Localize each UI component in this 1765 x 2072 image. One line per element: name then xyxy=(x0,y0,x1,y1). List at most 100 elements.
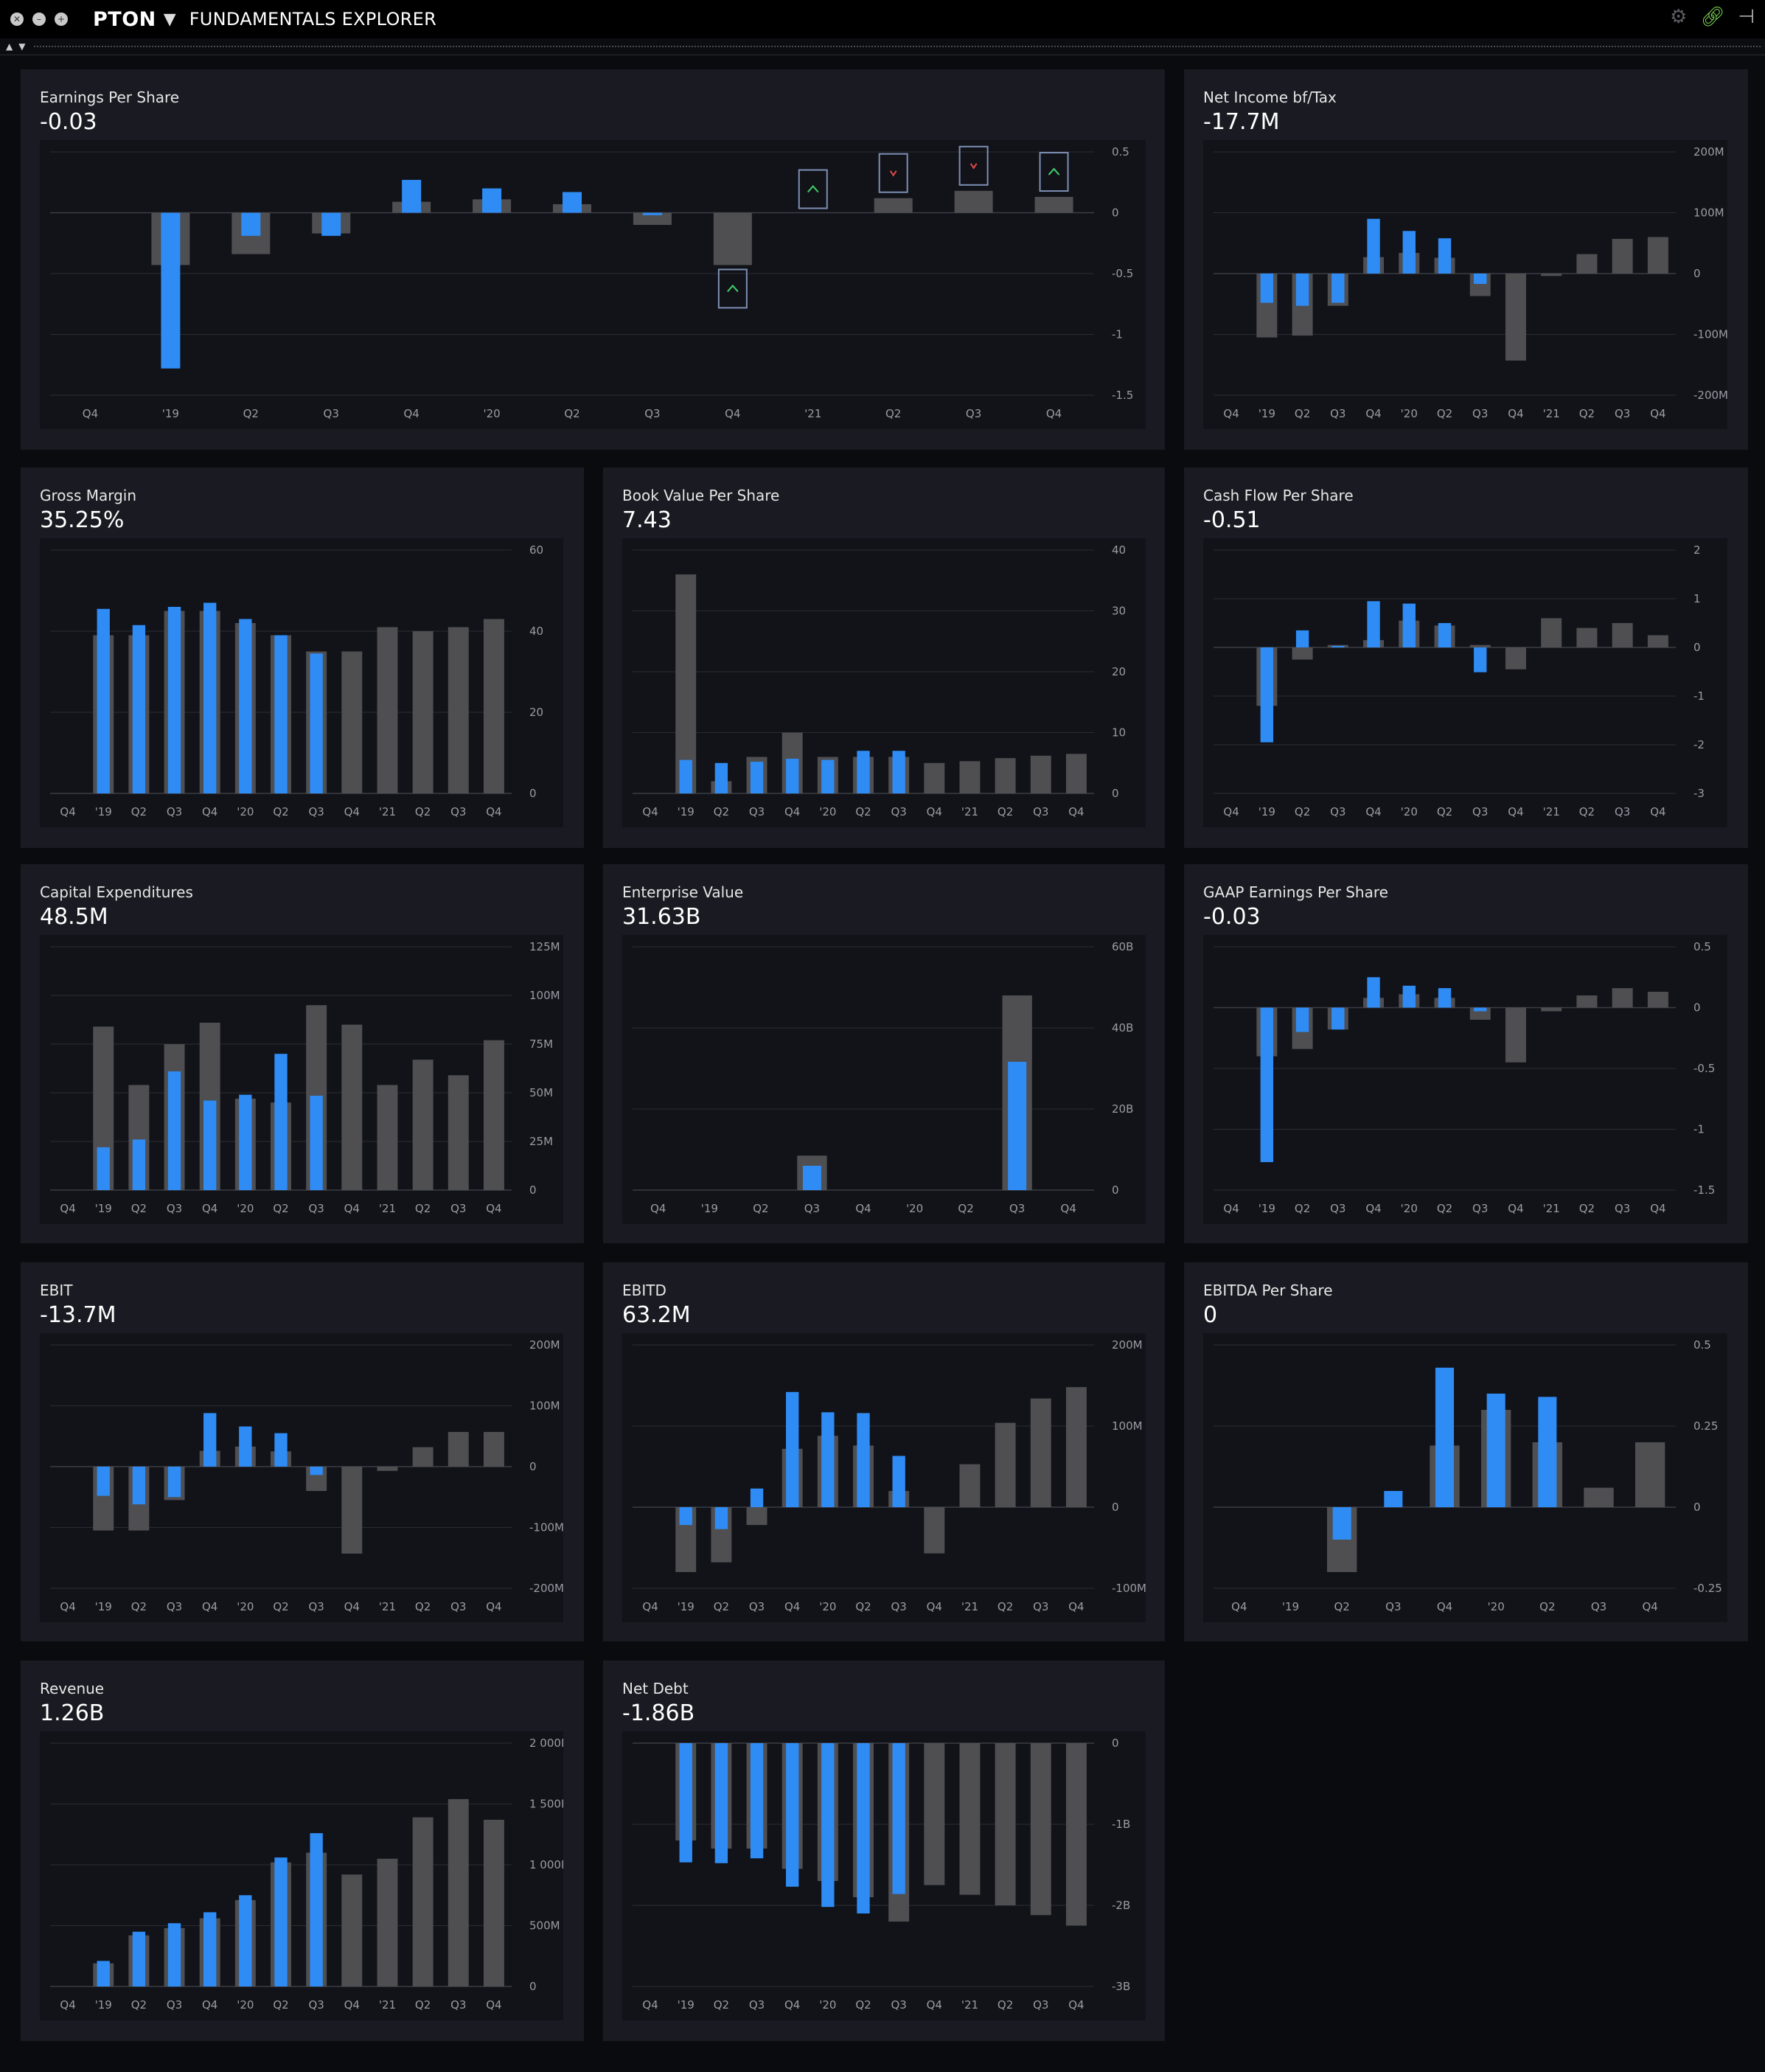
actual-bar xyxy=(1008,1062,1027,1190)
x-tick-label: '21 xyxy=(1543,805,1560,818)
x-tick-label: Q2 xyxy=(1295,1202,1310,1215)
gross-margin-chart[interactable]: 60 40 20 0 Q4 '19 Q2 Q3 Q4 '20 Q2 Q3 Q4 '21 Q2 Q3 Q4 xyxy=(40,538,563,827)
chart-plot-area[interactable]: 2 1 0 -1 -2 -3 Q4 '19 Q2 Q3 Q4 '20 Q2 Q3 Q4 '21 Q2 Q3 Q4 xyxy=(1203,538,1727,827)
actual-bar xyxy=(1260,274,1274,303)
y-tick-label: 0 xyxy=(1112,1183,1119,1197)
x-tick-label: Q2 xyxy=(273,805,288,818)
actual-bar xyxy=(1367,977,1380,1008)
ev-chart[interactable]: 60B 40B 20B 0 Q4 '19 Q2 Q3 Q4 '20 Q2 Q3 Q4 xyxy=(622,935,1146,1224)
y-tick-label: 100M xyxy=(529,989,560,1002)
actual-bar xyxy=(310,1467,323,1475)
gear-icon[interactable]: ⚙ xyxy=(1670,6,1688,28)
estimate-bar xyxy=(377,1085,398,1190)
y-tick-label: 0.25 xyxy=(1693,1419,1718,1433)
ebit-chart[interactable]: 200M 100M 0 -100M -200M Q4 '19 Q2 Q3 Q4 '20 Q2 Q3 Q4 '… xyxy=(40,1333,563,1622)
actual-bar xyxy=(1438,623,1452,647)
close-icon[interactable]: ✕ xyxy=(10,13,24,26)
surprise-marker-box xyxy=(717,268,748,309)
y-tick-label: 2 xyxy=(1693,543,1701,557)
x-tick-label: '19 xyxy=(162,407,179,420)
x-tick-label: Q4 xyxy=(1650,407,1665,420)
x-tick-label: Q4 xyxy=(1223,805,1239,818)
panel-value: -1.86B xyxy=(622,1700,695,1726)
x-tick-label: '19 xyxy=(1282,1600,1299,1613)
ebitd-chart[interactable]: 200M 100M 0 -100M Q4 '19 Q2 Q3 Q4 '20 Q2 Q3 Q4 '21 Q2 Q… xyxy=(622,1333,1146,1622)
pin-icon[interactable]: ⊣ xyxy=(1738,6,1755,28)
x-tick-label: Q2 xyxy=(753,1202,768,1215)
panel-gross-margin: Gross Margin 35.25% 60 40 20 0 Q4 '19 Q2 Q3 Q4 '2… xyxy=(21,467,584,848)
x-tick-label: Q2 xyxy=(131,805,147,818)
chart-plot-area[interactable]: 60 40 20 0 Q4 '19 Q2 Q3 Q4 '20 Q2 Q3 Q4 '21 Q2 Q3 Q4 xyxy=(40,538,563,827)
chart-plot-area[interactable]: 200M 100M 0 -100M -200M Q4 '19 Q2 Q3 Q4 '20 Q2 Q3 Q4 '… xyxy=(1203,140,1727,429)
actual-bar xyxy=(786,1743,799,1887)
collapse-expand-arrows-icon[interactable]: ▲▼ xyxy=(6,41,32,52)
capex-chart[interactable]: 125M 100M 75M 50M 25M 0 Q4 '19 Q2 Q3 Q4 '20 Q2 Q3 Q4 '2… xyxy=(40,935,563,1224)
chart-plot-area[interactable]: 200M 100M 0 -100M Q4 '19 Q2 Q3 Q4 '20 Q2 Q3 Q4 '21 Q2 Q… xyxy=(622,1333,1146,1622)
actual-bar xyxy=(274,635,288,793)
chart-plot-area[interactable]: 0.5 0.25 0 -0.25 Q4 '19 Q2 Q3 Q4 '20 Q2 Q3 Q4 xyxy=(1203,1333,1727,1622)
revenue-chart[interactable]: 2 000M 1 500M 1 000M 500M 0 Q4 '19 Q2 Q3 Q4 '20 Q2 Q… xyxy=(40,1731,563,2020)
bvps-chart[interactable]: 40 30 20 10 0 Q4 '19 Q2 Q3 Q4 '20 Q2 Q3 Q4 '21 Q2 Q3 Q4 xyxy=(622,538,1146,827)
chart-plot-area[interactable]: 60B 40B 20B 0 Q4 '19 Q2 Q3 Q4 '20 Q2 Q3 Q4 xyxy=(622,935,1146,1224)
x-tick-label: Q3 xyxy=(1033,805,1048,818)
x-tick-label: Q2 xyxy=(131,1600,147,1613)
drag-handle[interactable] xyxy=(34,46,1761,47)
gaap-eps-chart[interactable]: 0.5 0 -0.5 -1 -1.5 Q4 '19 Q2 Q3 Q4 '20 Q2 Q3 Q4 '21 Q2 Q… xyxy=(1203,935,1727,1224)
x-tick-label: Q3 xyxy=(167,805,182,818)
x-tick-label: Q4 xyxy=(1068,805,1084,818)
x-tick-label: Q2 xyxy=(855,1998,871,2012)
actual-bar xyxy=(821,759,835,793)
maximize-icon[interactable]: + xyxy=(55,13,68,26)
x-tick-label: Q3 xyxy=(1472,805,1488,818)
estimate-bar xyxy=(1505,1007,1526,1063)
actual-bar xyxy=(892,1743,905,1894)
surprise-marker-box xyxy=(1039,152,1069,192)
actual-bar xyxy=(1367,601,1380,647)
net-debt-chart[interactable]: 0 -1B -2B -3B Q4 '19 Q2 Q3 Q4 '20 Q2 Q3 Q4 '21 Q2 Q3 Q4 xyxy=(622,1731,1146,2020)
estimate-bar xyxy=(675,574,697,793)
link-icon[interactable]: 🔗︎ xyxy=(1700,6,1725,28)
ticker-dropdown-icon[interactable]: ▼ xyxy=(163,10,176,29)
y-tick-label: 0.5 xyxy=(1112,145,1129,159)
estimate-bar xyxy=(959,1464,981,1507)
x-tick-label: Q3 xyxy=(1009,1202,1025,1215)
x-tick-label: '21 xyxy=(1543,1202,1560,1215)
net-income-chart[interactable]: 200M 100M 0 -100M -200M Q4 '19 Q2 Q3 Q4 '20 Q2 Q3 Q4 '… xyxy=(1203,140,1727,429)
actual-bar xyxy=(167,1071,181,1190)
chart-plot-area[interactable]: 0.5 0 -0.5 -1 -1.5 Q4 '19 Q2 Q3 Q4 '20 Q2 Q3 Q4 '21 Q2 Q… xyxy=(40,140,1146,429)
x-tick-label: Q2 xyxy=(998,1600,1013,1613)
minimize-icon[interactable]: – xyxy=(32,13,46,26)
ticker-symbol[interactable]: PTON xyxy=(93,7,156,31)
eps-chart[interactable]: 0.5 0 -0.5 -1 -1.5 Q4 '19 Q2 Q3 Q4 '20 Q2 Q3 Q4 '21 Q2 Q… xyxy=(40,140,1146,429)
y-tick-label: 0 xyxy=(1693,1001,1701,1015)
actual-bar xyxy=(274,1054,288,1190)
chart-plot-area[interactable]: 40 30 20 10 0 Q4 '19 Q2 Q3 Q4 '20 Q2 Q3 Q4 '21 Q2 Q3 Q4 xyxy=(622,538,1146,827)
x-tick-label: Q2 xyxy=(415,1998,431,2012)
chart-plot-area[interactable]: 0.5 0 -0.5 -1 -1.5 Q4 '19 Q2 Q3 Q4 '20 Q2 Q3 Q4 '21 Q2 Q… xyxy=(1203,935,1727,1224)
x-tick-label: Q2 xyxy=(131,1998,147,2012)
panel-capital-expenditures: Capital Expenditures 48.5M 125M 100M 75M 50… xyxy=(21,864,584,1243)
panel-value: -13.7M xyxy=(40,1302,116,1328)
chart-plot-area[interactable]: 125M 100M 75M 50M 25M 0 Q4 '19 Q2 Q3 Q4 '20 Q2 Q3 Q4 '2… xyxy=(40,935,563,1224)
chart-plot-area[interactable]: 2 000M 1 500M 1 000M 500M 0 Q4 '19 Q2 Q3 Q4 '20 Q2 Q… xyxy=(40,1731,563,2020)
chart-plot-area[interactable]: 0 -1B -2B -3B Q4 '19 Q2 Q3 Q4 '20 Q2 Q3 Q4 '21 Q2 Q3 Q4 xyxy=(622,1731,1146,2020)
ebitda-ps-chart[interactable]: 0.5 0.25 0 -0.25 Q4 '19 Q2 Q3 Q4 '20 Q2 Q3 Q4 xyxy=(1203,1333,1727,1622)
x-tick-label: Q4 xyxy=(344,1998,360,2012)
estimate-bar xyxy=(341,651,363,793)
cfps-chart[interactable]: 2 1 0 -1 -2 -3 Q4 '19 Q2 Q3 Q4 '20 Q2 Q3 Q4 '21 Q2 Q3 Q4 xyxy=(1203,538,1727,827)
estimate-bar xyxy=(448,1798,469,1986)
x-tick-label: Q4 xyxy=(486,805,501,818)
x-tick-label: Q3 xyxy=(804,1202,820,1215)
chart-plot-area[interactable]: 200M 100M 0 -100M -200M Q4 '19 Q2 Q3 Q4 '20 Q2 Q3 Q4 '… xyxy=(40,1333,563,1622)
estimate-bar xyxy=(377,1858,398,1986)
actual-bar xyxy=(1474,274,1487,285)
estimate-bar xyxy=(1541,1007,1562,1012)
y-tick-label: 60 xyxy=(529,543,543,557)
y-tick-label: 0 xyxy=(1693,1501,1701,1514)
estimate-bar xyxy=(341,1024,363,1190)
y-tick-label: -3 xyxy=(1693,787,1705,800)
actual-bar xyxy=(97,1961,110,1986)
actual-bar xyxy=(679,1507,692,1526)
x-tick-label: Q4 xyxy=(1508,1202,1523,1215)
actual-bar xyxy=(714,1507,728,1529)
